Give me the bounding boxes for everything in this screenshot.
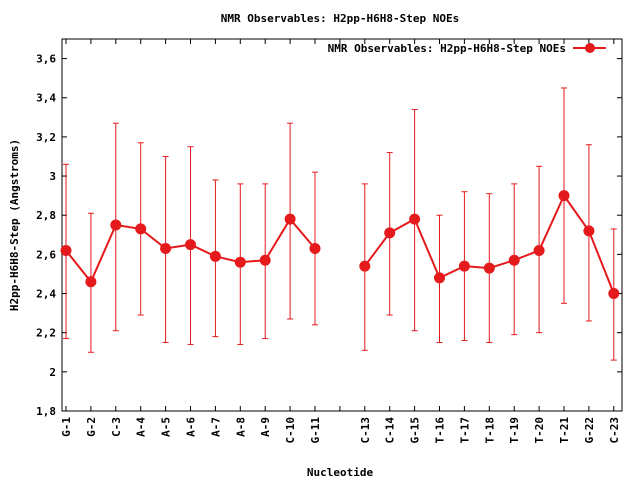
data-point (309, 242, 321, 254)
x-tick-label: T-19 (508, 417, 521, 444)
data-point (508, 254, 520, 266)
x-tick-label: T-21 (558, 417, 571, 444)
data-point (409, 213, 421, 225)
x-tick-label: A-4 (135, 417, 148, 437)
y-tick-label: 2,2 (36, 327, 56, 340)
y-tick-label: 3,2 (36, 131, 56, 144)
data-point (533, 244, 545, 256)
data-point (608, 288, 620, 300)
data-point (160, 242, 172, 254)
x-tick-label: A-7 (209, 417, 222, 437)
y-axis-label: H2pp-H6H8-Step (Angstroms) (8, 139, 21, 311)
x-tick-label: G-15 (409, 417, 422, 444)
y-tick-label: 2,8 (36, 209, 56, 222)
data-point (284, 213, 296, 225)
data-point (60, 244, 72, 256)
legend: NMR Observables: H2pp-H6H8-Step NOEs (328, 42, 606, 55)
x-tick-label: G-2 (85, 417, 98, 437)
x-tick-label: G-22 (583, 417, 596, 444)
y-tick-label: 1,8 (36, 405, 56, 418)
y-tick-label: 2,4 (36, 288, 56, 301)
x-tick-label: C-10 (284, 417, 297, 444)
data-point (85, 276, 97, 288)
y-tick-label: 3 (49, 170, 56, 183)
x-tick-label: A-9 (259, 417, 272, 437)
y-tick-label: 2 (49, 366, 56, 379)
x-tick-label: T-16 (434, 417, 447, 444)
data-point (234, 256, 246, 268)
legend-marker (585, 43, 595, 53)
data-point (558, 190, 570, 202)
data-point (359, 260, 371, 272)
y-tick-label: 2,6 (36, 248, 56, 261)
series-line (65, 193, 615, 294)
data-point (185, 239, 196, 251)
data-point (259, 254, 271, 266)
x-tick-label: G-1 (60, 417, 73, 437)
data-point (483, 262, 495, 274)
y-axis-ticks: 1,8 2 2,2 2,4 2,6 2,8 3 3,2 3,4 3,6 (36, 53, 622, 418)
x-tick-label: C-14 (384, 417, 397, 444)
x-tick-label: T-18 (483, 417, 496, 444)
x-tick-label: G-11 (309, 417, 322, 444)
x-tick-label: A-6 (185, 417, 198, 437)
data-point (583, 225, 595, 237)
x-axis-label: Nucleotide (307, 466, 374, 479)
plot-frame (61, 38, 623, 412)
x-tick-label: A-8 (234, 417, 247, 437)
chart-title: NMR Observables: H2pp-H6H8-Step NOEs (221, 12, 459, 25)
error-bars (63, 87, 617, 361)
legend-label: NMR Observables: H2pp-H6H8-Step NOEs (328, 42, 566, 55)
x-axis-ticks: G-1 G-2 C-3 A-4 A-5 A-6 A-7 A-8 A-9 C-10 G-11 C-13 C… (60, 39, 621, 444)
x-tick-label: T-20 (533, 417, 546, 444)
data-point (110, 219, 122, 231)
x-tick-label: C-13 (359, 417, 372, 444)
x-tick-label: A-5 (160, 417, 173, 437)
data-point (209, 250, 221, 262)
x-tick-label: C-3 (110, 417, 123, 437)
data-point (458, 260, 470, 272)
data-points (60, 190, 620, 300)
data-point (384, 227, 396, 239)
data-point (135, 223, 147, 235)
y-tick-label: 3,6 (36, 53, 56, 66)
y-tick-label: 3,4 (36, 92, 56, 105)
x-tick-label: T-17 (458, 417, 471, 444)
data-point (434, 272, 445, 284)
x-tick-label: C-23 (608, 417, 621, 444)
